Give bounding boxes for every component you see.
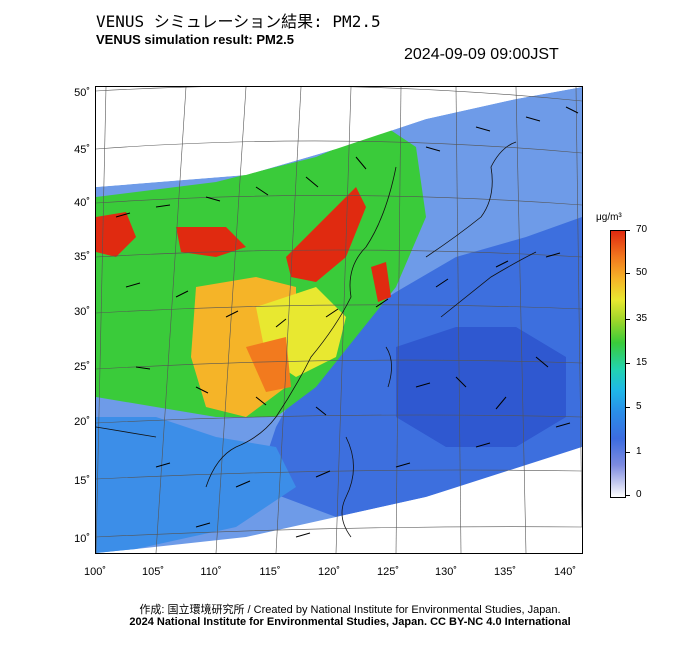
lat-label: 40˚ [74, 197, 90, 209]
colorbar-tick [625, 273, 630, 274]
colorbar-tick [625, 363, 630, 364]
very-high-pm-3 [246, 337, 291, 392]
lat-label: 35˚ [74, 251, 90, 263]
colorbar-tick [625, 495, 630, 496]
colorbar-tick [625, 230, 630, 231]
lon-label: 130˚ [434, 566, 458, 578]
colorbar-tick [625, 452, 630, 453]
colorbar-label: 0 [636, 489, 642, 500]
very-high-pm-2 [176, 227, 246, 257]
timestamp: 2024-09-09 09:00JST [404, 46, 559, 63]
south-region [96, 417, 296, 553]
license-text: 2024 National Institute for Environmenta… [129, 616, 571, 628]
lat-label: 30˚ [74, 306, 90, 318]
colorbar-label: 35 [636, 313, 648, 324]
lon-label: 120˚ [317, 566, 341, 578]
outside-domain-north [96, 87, 582, 187]
colorbar-label: 50 [636, 267, 648, 278]
lon-label: 105˚ [141, 566, 165, 578]
lon-label: 110˚ [200, 566, 222, 578]
colorbar-label: 1 [636, 446, 642, 457]
colorbar [610, 230, 626, 498]
colorbar-label: 5 [636, 401, 642, 412]
lat-label: 20˚ [74, 416, 90, 428]
very-high-pm-1 [286, 187, 366, 282]
ocean-very-low-pm [396, 327, 566, 447]
lat-label: 15˚ [74, 475, 90, 487]
lat-label: 50˚ [74, 87, 90, 99]
lat-label: 10˚ [74, 533, 90, 545]
very-high-pm-4 [371, 262, 391, 302]
pm25-map [96, 87, 582, 553]
lon-label: 100˚ [83, 566, 107, 578]
lon-label: 135˚ [493, 566, 517, 578]
graticule [96, 87, 582, 553]
colorbar-label: 15 [636, 357, 648, 368]
lon-label: 140˚ [553, 566, 577, 578]
lat-label: 45˚ [74, 144, 90, 156]
credit-text: 作成: 国立環境研究所 / Created by National Instit… [139, 604, 561, 616]
colorbar-tick [625, 407, 630, 408]
lon-label: 115˚ [259, 566, 281, 578]
map-frame [95, 86, 583, 554]
title-en: VENUS simulation result: PM2.5 [96, 32, 294, 47]
colorbar-label: 70 [636, 224, 648, 235]
colorbar-tick [625, 319, 630, 320]
west-red [96, 212, 136, 257]
lat-label: 25˚ [74, 361, 90, 373]
wind-vectors [115, 106, 579, 538]
coastlines [96, 141, 537, 538]
lon-label: 125˚ [376, 566, 400, 578]
title-jp: VENUS シミュレーション結果: PM2.5 [96, 12, 381, 31]
colorbar-unit: μg/m³ [596, 212, 622, 223]
